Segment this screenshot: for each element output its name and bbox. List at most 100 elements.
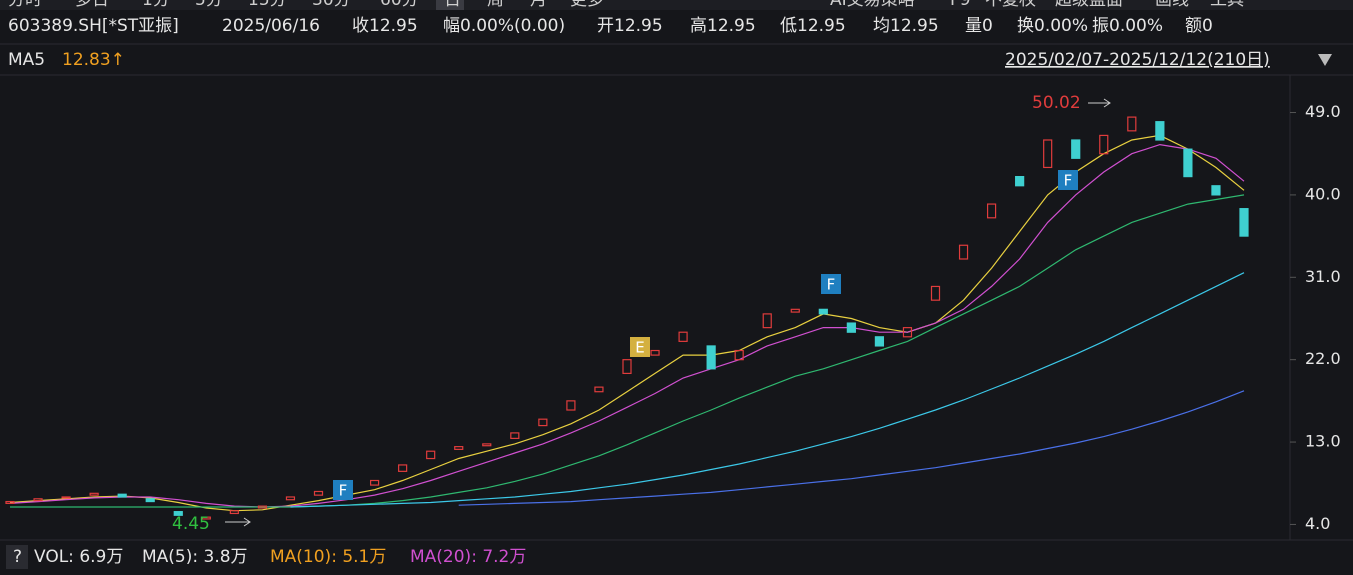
marker-label[interactable]: F <box>827 276 836 294</box>
ma-line <box>9 134 1245 512</box>
help-button[interactable] <box>6 545 28 569</box>
candle <box>454 446 464 450</box>
marker-box[interactable] <box>630 337 650 357</box>
tab[interactable]: 15分 <box>248 0 287 10</box>
y-tick-label: 40.0 <box>1305 184 1341 203</box>
candle <box>790 308 800 313</box>
candle <box>398 464 408 472</box>
tab-bar <box>0 0 1353 10</box>
tab[interactable]: AI交易策略 <box>830 0 915 10</box>
volume-item: MA(10): 5.1万 <box>270 547 386 567</box>
candle <box>622 359 632 375</box>
candle <box>145 498 155 503</box>
info-item: 2025/06/16 <box>222 16 320 36</box>
marker-label[interactable]: F <box>339 482 348 500</box>
info-item: 603389.SH[*ST亚振] <box>8 16 179 36</box>
tab[interactable]: 不复权 <box>985 0 1036 10</box>
candle <box>1211 185 1221 196</box>
marker-label[interactable]: F <box>1064 172 1073 190</box>
tab[interactable]: 画线 <box>1155 0 1189 10</box>
candle <box>229 510 239 515</box>
candle <box>369 479 380 486</box>
tab[interactable]: 1分 <box>142 0 170 10</box>
tab[interactable]: 周 <box>487 0 504 10</box>
info-item: 振0.00% <box>1092 16 1163 36</box>
y-tick-label: 49.0 <box>1305 102 1341 121</box>
info-item: 量0 <box>965 16 993 36</box>
min-label: 4.45 <box>172 514 210 534</box>
ma-line <box>10 194 1245 508</box>
candle <box>1015 176 1025 187</box>
info-item: 低12.95 <box>780 16 846 36</box>
marker-box[interactable] <box>333 480 353 500</box>
candle <box>874 336 885 347</box>
volume-item[interactable]: ? <box>13 547 22 567</box>
date-range[interactable]: 2025/02/07-2025/12/12(210日) <box>1005 50 1270 70</box>
tab[interactable]: 工具 <box>1210 0 1244 10</box>
y-tick-label: 13.0 <box>1305 432 1341 451</box>
candle <box>538 418 548 427</box>
info-item: 幅0.00%(0.00) <box>443 16 565 36</box>
candle <box>33 498 43 502</box>
tab[interactable]: 超级盘面 <box>1055 0 1123 10</box>
tab[interactable]: F9 <box>950 0 971 10</box>
min-arrow <box>225 517 251 527</box>
candle <box>734 349 744 361</box>
candle <box>1239 208 1249 237</box>
candle <box>958 244 969 260</box>
ma-value: 12.83↑ <box>62 50 125 70</box>
candle <box>89 492 99 496</box>
marker-label[interactable]: E <box>635 339 644 357</box>
candle <box>650 349 660 356</box>
info-item: 开12.95 <box>597 16 663 36</box>
tab[interactable]: 月 <box>530 0 547 10</box>
candle <box>846 322 856 333</box>
tab[interactable]: 60分 <box>380 0 419 10</box>
candle <box>762 313 772 329</box>
candle <box>117 493 127 498</box>
candle <box>5 500 15 504</box>
candle <box>285 496 296 501</box>
marker-box[interactable] <box>821 274 841 294</box>
tab[interactable]: 更多 <box>570 0 604 10</box>
candle <box>510 432 520 439</box>
tab[interactable]: 分时 <box>8 0 42 10</box>
y-tick-label: 31.0 <box>1305 267 1341 286</box>
info-item: 高12.95 <box>690 16 756 36</box>
candle <box>257 505 268 509</box>
candle <box>173 511 183 516</box>
tab-active <box>436 0 464 10</box>
tab[interactable]: 30分 <box>312 0 351 10</box>
info-item: 均12.95 <box>873 16 939 36</box>
info-item: 额0 <box>1185 16 1213 36</box>
volume-item: MA(5): 3.8万 <box>142 547 248 567</box>
ma-label: MA5 <box>8 50 45 70</box>
candle <box>1155 121 1165 141</box>
max-label: 50.02 <box>1032 93 1081 113</box>
candle <box>482 443 492 447</box>
candle <box>678 331 688 342</box>
candle <box>201 516 211 520</box>
ma-line <box>290 272 1245 508</box>
candle <box>1099 134 1109 155</box>
marker-box[interactable] <box>1058 170 1078 190</box>
range-dropdown[interactable] <box>1318 54 1332 66</box>
candle <box>426 450 436 460</box>
volume-item: VOL: 6.9万 <box>34 547 123 567</box>
tab[interactable]: 多日 <box>75 0 109 10</box>
volume-item: MA(20): 7.2万 <box>410 547 526 567</box>
ma-line <box>9 143 1245 508</box>
candle <box>566 400 576 411</box>
candle <box>1183 148 1193 178</box>
y-tick-label: 4.0 <box>1305 514 1330 533</box>
candle <box>594 386 604 393</box>
tab[interactable]: 5分 <box>195 0 223 10</box>
candle <box>986 203 997 219</box>
ma-line <box>458 390 1245 506</box>
candle <box>706 345 716 370</box>
candle <box>313 490 324 496</box>
tab[interactable]: 日 <box>444 0 461 10</box>
